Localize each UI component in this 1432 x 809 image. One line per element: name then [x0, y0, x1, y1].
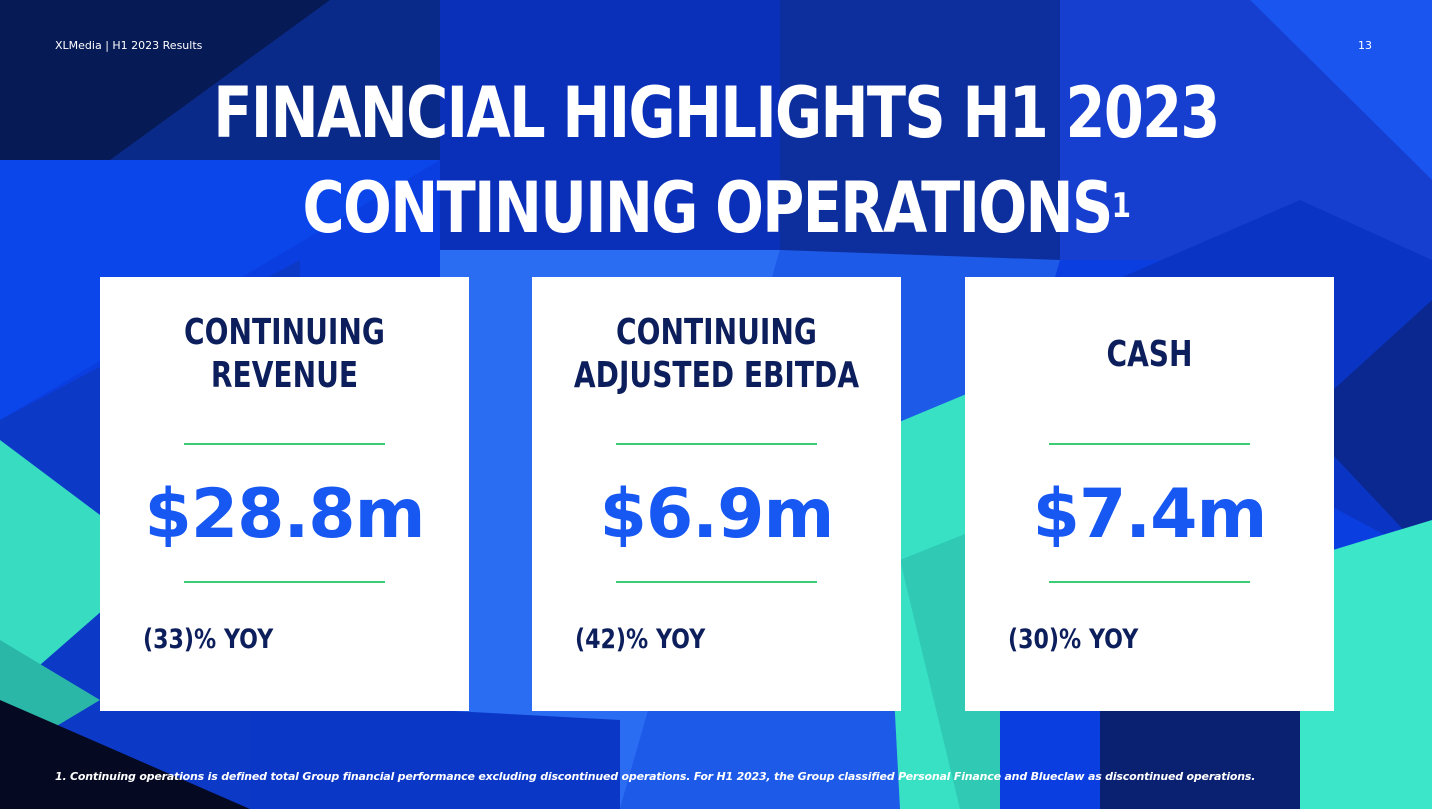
metric-card-heading-line1: CONTINUING [184, 312, 385, 353]
metric-change: (42)% YOY [575, 624, 706, 655]
footnote-marker: 1 [1111, 186, 1131, 226]
metric-change: (33)% YOY [143, 624, 274, 655]
header-deck-title: XLMedia | H1 2023 Results [55, 39, 203, 52]
metric-card-heading: CONTINUING ADJUSTED EBITDA [573, 311, 861, 397]
page-title-line1: FINANCIAL HIGHLIGHTS H1 2023 [213, 72, 1220, 154]
metric-value: $28.8m [144, 475, 426, 554]
metric-card-heading-line2: ADJUSTED EBITDA [573, 355, 860, 396]
page-title-line2-text: CONTINUING OPERATIONS [302, 167, 1114, 249]
divider [616, 581, 817, 583]
divider [184, 581, 385, 583]
metric-card-heading-line2: REVENUE [210, 355, 359, 396]
divider [1049, 581, 1250, 583]
divider [616, 443, 817, 445]
metric-card-heading-line1: CONTINUING [616, 312, 817, 353]
metric-card-adjusted-ebitda: CONTINUING ADJUSTED EBITDA $6.9m (42)% Y… [532, 277, 901, 711]
divider [1049, 443, 1250, 445]
metric-change: (30)% YOY [1008, 624, 1139, 655]
metric-value: $7.4m [1032, 475, 1268, 554]
page-number: 13 [1358, 39, 1372, 52]
divider [184, 443, 385, 445]
metric-card-heading: CASH [1106, 334, 1193, 375]
footnote: 1. Continuing operations is defined tota… [55, 770, 1256, 783]
page-title-line2: CONTINUING OPERATIONS1 [129, 168, 1303, 248]
metric-card-revenue: CONTINUING REVENUE $28.8m (33)% YOY [100, 277, 469, 711]
metric-card-heading: CONTINUING REVENUE [141, 311, 429, 397]
metric-value: $6.9m [599, 475, 835, 554]
metric-card-cash: CASH $7.4m (30)% YOY [965, 277, 1334, 711]
